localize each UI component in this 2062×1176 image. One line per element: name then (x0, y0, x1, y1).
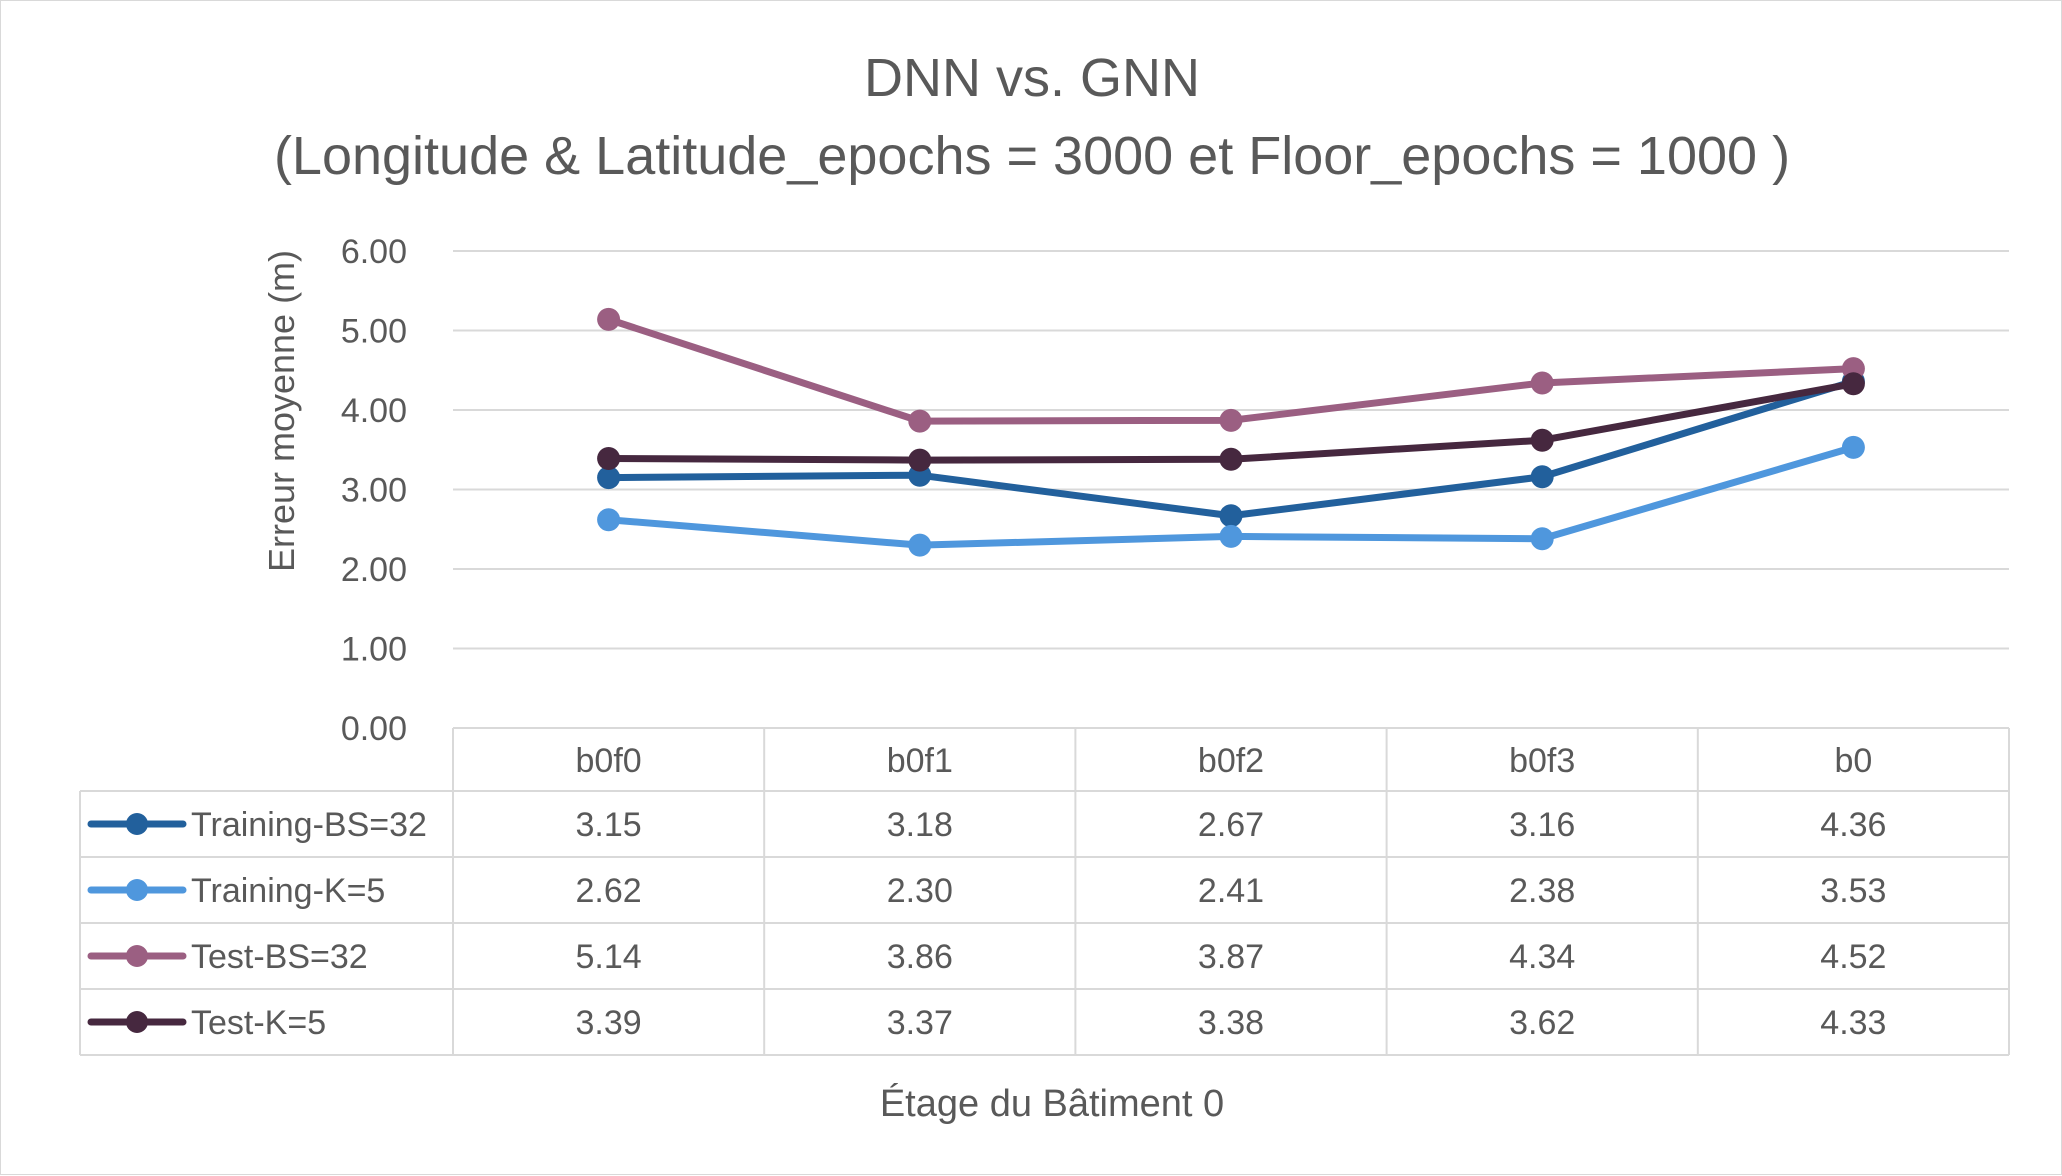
data-point (1219, 524, 1243, 548)
data-table-value: 5.14 (576, 938, 642, 976)
data-point (1219, 447, 1243, 471)
legend-entry: Training-K=5 (191, 872, 385, 910)
chart-title-line1: DNN vs. GNN (864, 48, 1200, 108)
data-table-value: 3.53 (1820, 872, 1886, 910)
series-lines (597, 307, 1865, 557)
y-axis-label: Erreur moyenne (m) (261, 250, 302, 572)
gridlines (453, 250, 2009, 650)
data-point (1219, 504, 1243, 528)
data-point (597, 466, 621, 490)
data-table-value: 3.62 (1509, 1004, 1575, 1042)
data-point (908, 409, 932, 433)
y-tick-label: 3.00 (341, 472, 407, 510)
data-point (597, 508, 621, 532)
data-table-value: 4.33 (1820, 1004, 1886, 1042)
x-tick-label: b0f3 (1509, 742, 1575, 780)
legend-key-marker (126, 813, 148, 835)
data-point (597, 307, 621, 331)
y-tick-label: 0.00 (341, 710, 407, 748)
x-tick-label: b0f0 (576, 742, 642, 780)
y-tick-label: 1.00 (341, 631, 407, 669)
legend-entry: Training-BS=32 (191, 806, 427, 844)
data-table-value: 2.67 (1198, 806, 1264, 844)
y-tick-label: 6.00 (341, 233, 407, 271)
data-table-value: 3.86 (887, 938, 953, 976)
data-point (1530, 371, 1554, 395)
data-table-value: 2.30 (887, 872, 953, 910)
y-tick-label: 4.00 (341, 392, 407, 430)
data-table-value: 3.87 (1198, 938, 1264, 976)
chart-title-line2: (Longitude & Latitude_epochs = 3000 et F… (274, 126, 1790, 186)
x-tick-label: b0 (1834, 742, 1872, 780)
data-table-value: 4.34 (1509, 938, 1575, 976)
y-tick-label: 2.00 (341, 551, 407, 589)
x-tick-label: b0f1 (887, 742, 953, 780)
data-table-value: 3.39 (576, 1004, 642, 1042)
data-table-value: 3.37 (887, 1004, 953, 1042)
legend-key-marker (126, 1011, 148, 1033)
y-tick-labels: 0.00 1.00 2.00 3.00 4.00 5.00 6.00 (341, 233, 407, 748)
data-point (1219, 408, 1243, 432)
data-table-value: 2.38 (1509, 872, 1575, 910)
data-table-value: 3.38 (1198, 1004, 1264, 1042)
legend-key-marker (126, 879, 148, 901)
data-point (1841, 372, 1865, 396)
data-table-value: 3.15 (576, 806, 642, 844)
data-point (1841, 435, 1865, 459)
y-tick-label: 5.00 (341, 313, 407, 351)
data-point (597, 446, 621, 470)
legend-entry: Test-BS=32 (191, 938, 368, 976)
data-table-value: 3.16 (1509, 806, 1575, 844)
x-axis-label: Étage du Bâtiment 0 (880, 1082, 1224, 1125)
legend-entry: Test-K=5 (191, 1004, 326, 1042)
data-point (1530, 465, 1554, 489)
x-tick-label: b0f2 (1198, 742, 1264, 780)
data-table: b0f0 b0f1 b0f2 b0f3 b0 Training-BS=32 3.15 3.18… (79, 727, 2010, 1056)
series-line (605, 315, 1857, 425)
data-table-value: 4.36 (1820, 806, 1886, 844)
legend-key-marker (126, 945, 148, 967)
data-table-value: 2.41 (1198, 872, 1264, 910)
data-table-value: 2.62 (576, 872, 642, 910)
data-table-value: 3.18 (887, 806, 953, 844)
data-point (908, 533, 932, 557)
data-point (908, 448, 932, 472)
data-point (1530, 428, 1554, 452)
data-table-value: 4.52 (1820, 938, 1886, 976)
data-point (1530, 527, 1554, 551)
